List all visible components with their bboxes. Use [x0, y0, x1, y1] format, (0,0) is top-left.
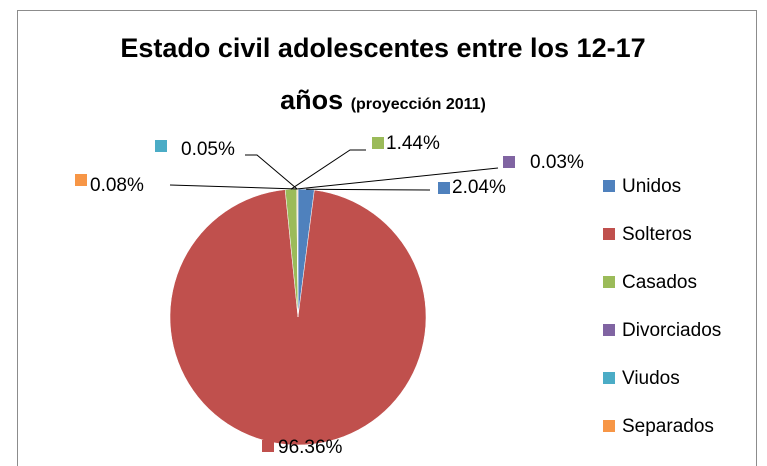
chart-title: Estado civil adolescentes entre los 12-1…: [120, 33, 646, 115]
legend-swatch: [603, 372, 615, 384]
leader-line: [306, 188, 431, 191]
label-key: [372, 137, 384, 149]
legend-label: Casados: [622, 272, 697, 293]
data-label: 2.04%: [452, 177, 506, 198]
legend-swatch: [603, 324, 615, 336]
title-block: Estado civil adolescentes entre los 12-1…: [98, 22, 668, 131]
label-key: [155, 140, 167, 152]
label-key: [503, 156, 515, 168]
legend-label: Unidos: [622, 176, 681, 197]
legend-label: Separados: [622, 416, 714, 437]
data-label: 0.03%: [530, 152, 584, 173]
legend-swatch: [603, 180, 615, 192]
legend-label: Divorciados: [622, 320, 721, 341]
leader-line: [296, 167, 499, 190]
data-label: 1.44%: [386, 133, 440, 154]
data-label: 0.05%: [181, 139, 235, 160]
legend-swatch: [603, 228, 615, 240]
chart-subtitle: (proyección 2011): [350, 96, 486, 113]
legend-swatch: [603, 420, 615, 432]
legend-label: Solteros: [622, 224, 692, 245]
label-key: [75, 174, 87, 186]
data-label: 96.36%: [278, 437, 343, 458]
leader-line: [245, 154, 298, 190]
leader-line: [169, 184, 298, 190]
leader-line: [290, 149, 366, 190]
data-label: 0.08%: [90, 175, 144, 196]
label-key: [262, 440, 274, 452]
label-key: [438, 182, 450, 194]
legend-label: Viudos: [622, 368, 680, 389]
pie-slice: [169, 189, 427, 446]
legend-swatch: [603, 276, 615, 288]
